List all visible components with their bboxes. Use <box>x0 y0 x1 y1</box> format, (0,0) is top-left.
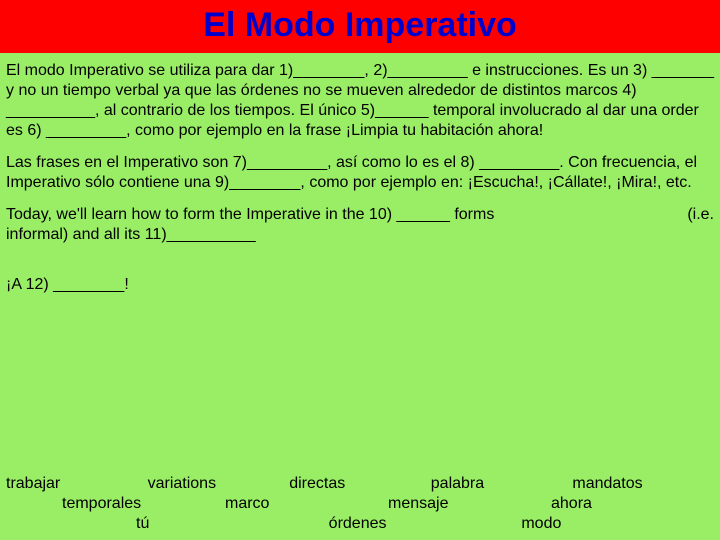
paragraph-2: Las frases en el Imperativo son 7)______… <box>6 153 714 193</box>
wb-word: mensaje <box>388 494 551 514</box>
wb-word: temporales <box>62 494 225 514</box>
paragraph-4: ¡A 12) ________! <box>6 275 714 295</box>
wb-word: órdenes <box>329 514 522 534</box>
wordbank-row-2: temporales marco mensaje ahora <box>6 494 714 514</box>
paragraph-1: El modo Imperativo se utiliza para dar 1… <box>6 61 714 141</box>
title-bar: El Modo Imperativo <box>0 0 720 53</box>
page-title: El Modo Imperativo <box>203 6 517 44</box>
wordbank-row-1: trabajar variations directas palabra man… <box>6 474 714 494</box>
wb-word: modo <box>521 514 714 534</box>
wb-word: marco <box>225 494 388 514</box>
wb-word: tú <box>136 514 329 534</box>
wb-word: directas <box>289 474 431 494</box>
p3-left: Today, we'll learn how to form the Imper… <box>6 205 494 225</box>
paragraph-3: Today, we'll learn how to form the Imper… <box>6 205 714 245</box>
wb-word: trabajar <box>6 474 148 494</box>
wb-word: variations <box>148 474 290 494</box>
content-area: El modo Imperativo se utiliza para dar 1… <box>0 53 720 540</box>
wb-word: palabra <box>431 474 573 494</box>
p3-right: (i.e. <box>687 205 714 225</box>
slide: El Modo Imperativo El modo Imperativo se… <box>0 0 720 540</box>
wordbank-row-3: tú órdenes modo <box>6 514 714 534</box>
p3-line2: informal) and all its 11)__________ <box>6 225 714 245</box>
wb-word: ahora <box>551 494 714 514</box>
wb-word: mandatos <box>572 474 714 494</box>
word-bank: trabajar variations directas palabra man… <box>0 474 720 534</box>
